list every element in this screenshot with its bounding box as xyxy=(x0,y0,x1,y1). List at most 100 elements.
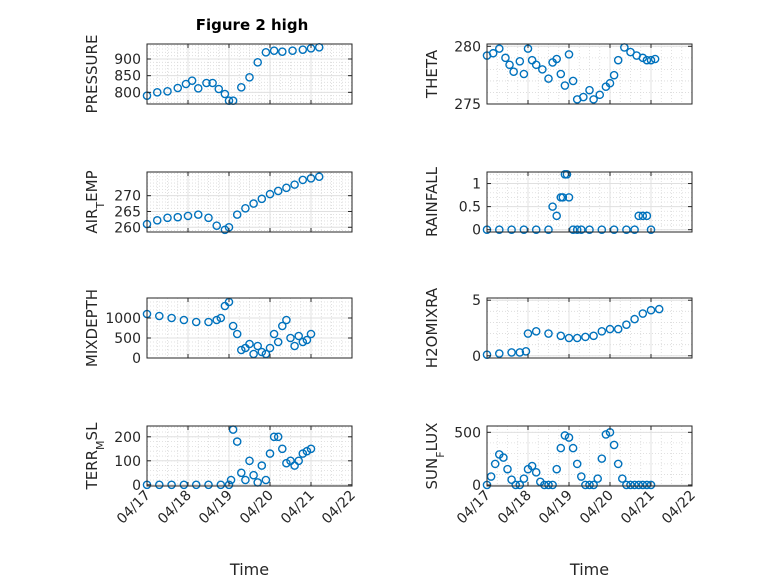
minor-grid xyxy=(487,44,692,105)
data-point xyxy=(579,92,588,102)
y-tick-label: 260 xyxy=(114,220,141,236)
y-tick-label: 100 xyxy=(114,454,141,470)
data-point xyxy=(622,225,631,234)
data-point xyxy=(544,74,553,83)
minor-grid xyxy=(487,172,692,232)
data-point xyxy=(548,480,557,490)
data-point xyxy=(544,225,553,234)
data-point xyxy=(265,189,275,199)
data-point xyxy=(605,78,615,88)
data-point xyxy=(269,329,279,339)
data-point xyxy=(642,55,652,65)
data-point xyxy=(236,83,246,92)
data-point xyxy=(544,480,553,490)
x-tick-label: 04/18 xyxy=(495,488,535,528)
data-point xyxy=(613,459,623,469)
y-tick-label: 500 xyxy=(454,425,481,441)
data-point xyxy=(572,459,582,469)
y-axis-label: RAINFALL xyxy=(423,166,441,237)
data-point xyxy=(626,480,635,490)
data-point xyxy=(552,54,562,64)
data-point xyxy=(519,474,529,483)
y-tick-label: 900 xyxy=(114,52,141,68)
data-point xyxy=(531,225,541,234)
data-point xyxy=(302,335,312,345)
data-point xyxy=(236,345,246,355)
data-point xyxy=(519,69,529,79)
data-point xyxy=(544,329,553,338)
x-tick-label: 04/19 xyxy=(196,488,236,528)
data-point xyxy=(650,54,660,64)
y-tick-label: 0 xyxy=(472,223,481,239)
axes-box xyxy=(486,43,693,105)
data-point xyxy=(257,461,267,470)
data-point xyxy=(595,90,605,100)
data-point xyxy=(245,73,254,82)
data-point xyxy=(245,339,254,349)
data-point xyxy=(277,321,287,331)
data-point xyxy=(214,84,224,94)
data-point xyxy=(208,78,217,88)
data-point xyxy=(494,44,504,53)
data-point xyxy=(173,83,183,93)
data-point xyxy=(572,333,582,343)
data-point xyxy=(581,332,590,342)
data-point xyxy=(269,46,279,55)
major-grid xyxy=(146,426,353,486)
data-point xyxy=(232,437,242,446)
data-point xyxy=(577,225,586,234)
data-point xyxy=(507,225,516,234)
y-axis-label: PRESSURE xyxy=(83,35,101,114)
data-point xyxy=(589,95,598,104)
data-point xyxy=(152,216,162,225)
data-point xyxy=(163,213,172,223)
data-point xyxy=(503,464,512,474)
axes-h2omixra: 0 5 H2OMIXRA xyxy=(423,287,693,368)
data-point xyxy=(558,193,568,202)
data-point xyxy=(298,45,308,54)
x-tick-label: 04/20 xyxy=(237,488,277,528)
data-point xyxy=(564,50,574,59)
data-point xyxy=(564,193,574,202)
data-point xyxy=(187,76,197,85)
data-point xyxy=(507,348,516,357)
data-point xyxy=(179,480,189,490)
y-tick-label: 5 xyxy=(472,293,481,309)
data-point xyxy=(630,225,639,234)
data-point xyxy=(294,456,304,466)
data-point xyxy=(253,58,263,67)
data-point xyxy=(593,474,603,483)
data-point xyxy=(634,211,644,221)
data-point xyxy=(527,461,537,471)
data-point xyxy=(204,317,213,327)
data-point xyxy=(560,81,570,90)
data-point xyxy=(642,211,652,221)
data-point xyxy=(523,329,533,338)
data-point xyxy=(232,329,242,339)
y-tick-label: 800 xyxy=(114,85,141,101)
data-point xyxy=(577,472,586,481)
data-point xyxy=(531,327,541,336)
x-tick-label: 04/21 xyxy=(618,488,658,528)
y-tick-label: 0 xyxy=(132,478,141,494)
data-point xyxy=(601,430,611,439)
data-point xyxy=(257,347,267,357)
data-point xyxy=(273,432,283,442)
y-tick-label: 275 xyxy=(454,97,481,113)
data-point xyxy=(191,480,201,490)
data-point xyxy=(306,444,316,454)
figure-title: Figure 2 high xyxy=(196,16,309,34)
y-axis-label: TERRMSL xyxy=(83,422,107,491)
data-point xyxy=(173,212,183,222)
data-point xyxy=(638,480,648,490)
data-point xyxy=(163,87,172,96)
major-grid xyxy=(486,172,693,232)
data-point xyxy=(204,480,213,490)
data-point xyxy=(613,324,623,334)
data-point xyxy=(568,443,578,453)
